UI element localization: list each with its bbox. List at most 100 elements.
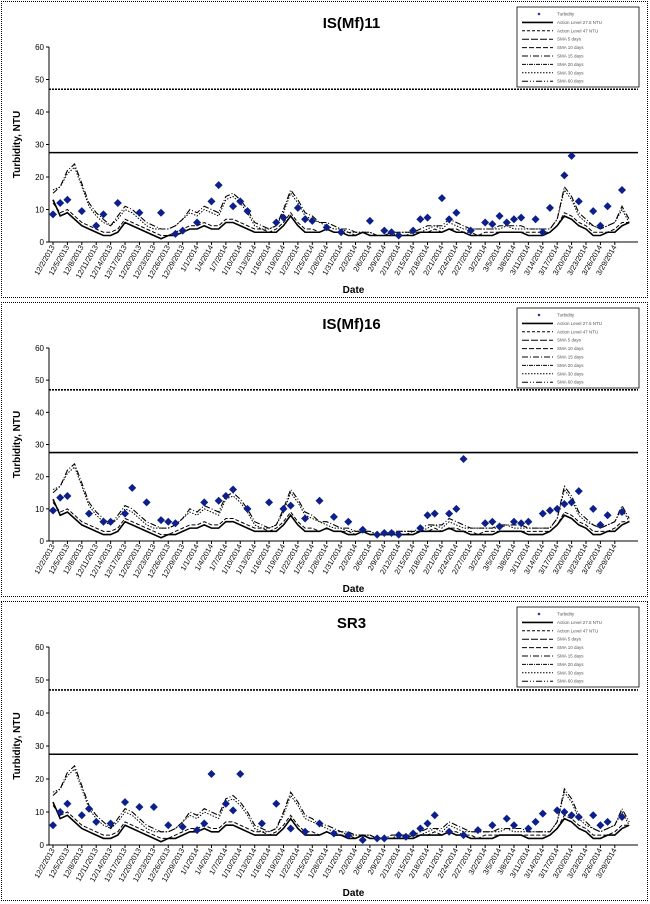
turbidity-point bbox=[394, 831, 403, 840]
turbidity-point bbox=[329, 512, 338, 521]
sma-line bbox=[52, 502, 630, 536]
turbidity-point bbox=[56, 199, 65, 207]
turbidity-point bbox=[221, 491, 230, 500]
y-tick-label: 40 bbox=[35, 709, 44, 718]
sma-line bbox=[52, 166, 630, 236]
legend-label: SMA 10 days bbox=[557, 45, 584, 50]
turbidity-point bbox=[488, 821, 497, 830]
turbidity-point bbox=[243, 207, 252, 216]
turbidity-point bbox=[517, 519, 526, 528]
turbidity-point bbox=[459, 831, 468, 840]
turbidity-point bbox=[329, 829, 338, 838]
turbidity-point bbox=[553, 806, 562, 815]
turbidity-point bbox=[365, 216, 374, 225]
turbidity-point bbox=[553, 504, 562, 513]
legend-label: SMA 60 days bbox=[557, 380, 584, 385]
turbidity-point bbox=[63, 491, 72, 500]
turbidity-point bbox=[437, 194, 446, 203]
turbidity-point bbox=[387, 528, 396, 537]
y-tick-label: 60 bbox=[35, 643, 44, 652]
turbidity-point bbox=[265, 498, 274, 507]
chart-panel-1: IS(Mf)11 0 10 20 30 40 50 60 Turbidity, NTU 12/2/… bbox=[1, 1, 648, 298]
chart-title: SR3 bbox=[337, 615, 366, 632]
turbidity-point bbox=[502, 814, 511, 823]
sma-line bbox=[52, 462, 630, 536]
sma-line bbox=[52, 764, 630, 839]
turbidity-point bbox=[193, 218, 202, 227]
turbidity-point bbox=[308, 216, 317, 225]
legend-label: Action Level 47 NTU bbox=[557, 628, 598, 633]
y-tick-label: 30 bbox=[35, 141, 44, 150]
turbidity-point bbox=[574, 812, 583, 821]
turbidity-point bbox=[488, 517, 497, 526]
legend-label: SMA 5 days bbox=[557, 637, 582, 642]
turbidity-point bbox=[135, 208, 144, 217]
legend-label: SMA 20 days bbox=[557, 62, 584, 67]
y-tick-label: 40 bbox=[35, 408, 44, 417]
turbidity-point bbox=[617, 508, 626, 517]
turbidity-point bbox=[279, 213, 288, 222]
turbidity-point bbox=[538, 509, 547, 518]
turbidity-point bbox=[574, 197, 583, 206]
turbidity-point bbox=[128, 483, 137, 492]
y-tick-label: 20 bbox=[35, 173, 44, 182]
turbidity-point bbox=[401, 832, 410, 841]
legend-label: SMA 20 days bbox=[557, 363, 584, 368]
turbidity-point bbox=[207, 197, 216, 206]
turbidity-point bbox=[589, 207, 598, 216]
legend-label: SMA 15 days bbox=[557, 654, 584, 659]
y-tick-label: 10 bbox=[35, 505, 44, 514]
turbidity-point bbox=[617, 812, 626, 821]
turbidity-point bbox=[531, 817, 540, 826]
turbidity-point bbox=[142, 498, 151, 507]
turbidity-point bbox=[509, 821, 518, 830]
turbidity-point bbox=[157, 208, 166, 217]
turbidity-point bbox=[200, 819, 209, 828]
turbidity-point bbox=[171, 229, 180, 238]
turbidity-point bbox=[452, 208, 461, 217]
turbidity-point bbox=[394, 231, 403, 240]
sma-line bbox=[52, 805, 630, 839]
turbidity-point bbox=[99, 210, 108, 219]
legend-label: Action Level 47 NTU bbox=[557, 329, 598, 334]
turbidity-point bbox=[171, 519, 180, 528]
turbidity-point bbox=[524, 824, 533, 833]
turbidity-point bbox=[466, 226, 475, 235]
chart-panel-2: IS(Mf)16 0 10 20 30 40 50 60 Turbidity, NTU 12/2/… bbox=[1, 302, 648, 597]
y-tick-label: 20 bbox=[35, 775, 44, 784]
legend-marker bbox=[537, 313, 541, 317]
turbidity-point bbox=[121, 798, 130, 807]
x-axis-label: Date bbox=[343, 584, 365, 595]
sma-line bbox=[52, 466, 630, 536]
legend-label: Action Level 47 NTU bbox=[557, 28, 598, 33]
turbidity-point bbox=[85, 804, 94, 813]
turbidity-point bbox=[423, 819, 432, 828]
y-tick-label: 50 bbox=[35, 376, 44, 385]
turbidity-point bbox=[49, 210, 57, 219]
turbidity-point bbox=[56, 808, 65, 816]
legend-label: SMA 60 days bbox=[557, 79, 584, 84]
legend-box bbox=[516, 6, 640, 88]
turbidity-point bbox=[301, 827, 310, 836]
chart-title: IS(Mf)11 bbox=[323, 15, 381, 32]
y-axis-label: Turbidity, NTU bbox=[12, 712, 23, 779]
turbidity-point bbox=[481, 218, 490, 227]
turbidity-point bbox=[567, 498, 576, 507]
legend-box bbox=[516, 307, 640, 389]
turbidity-point bbox=[567, 811, 576, 820]
turbidity-point bbox=[135, 803, 144, 812]
turbidity-point bbox=[293, 203, 302, 212]
turbidity-point bbox=[416, 215, 425, 224]
turbidity-point bbox=[495, 212, 504, 220]
turbidity-point bbox=[121, 509, 130, 518]
legend-box bbox=[516, 606, 640, 688]
turbidity-point bbox=[99, 517, 108, 526]
turbidity-point bbox=[380, 528, 389, 537]
x-axis-label: Date bbox=[343, 285, 365, 296]
turbidity-point bbox=[164, 821, 173, 830]
legend-label: SMA 15 days bbox=[557, 355, 584, 360]
turbidity-point bbox=[178, 226, 187, 235]
y-tick-label: 0 bbox=[40, 841, 45, 850]
turbidity-point bbox=[538, 228, 547, 237]
